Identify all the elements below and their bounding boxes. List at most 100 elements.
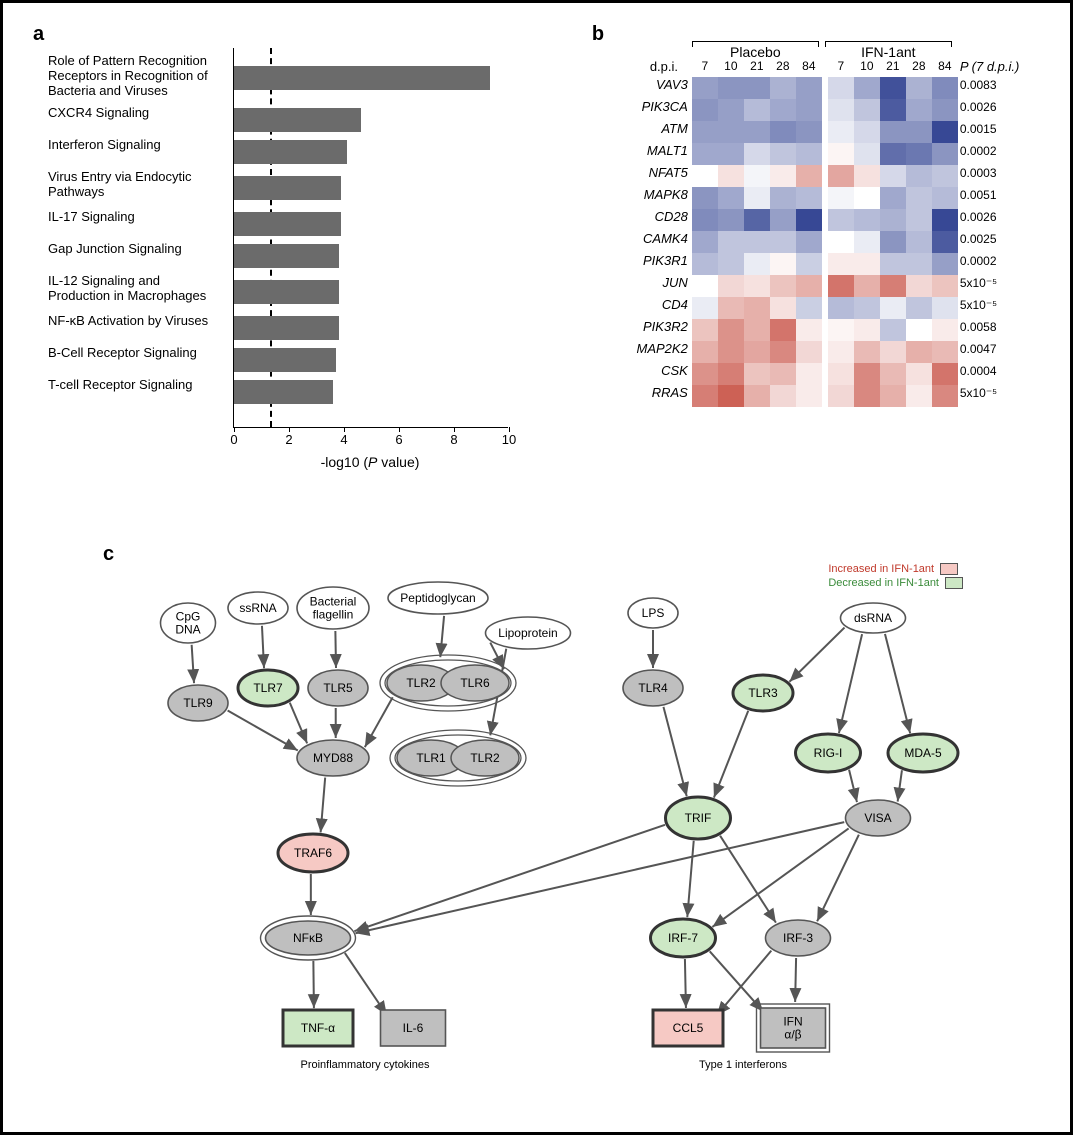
gene-pvalue: 5x10⁻⁵ (960, 298, 997, 312)
heatmap-cell (828, 319, 854, 341)
heatmap-cell (854, 99, 880, 121)
gene-label: PIK3R1 (622, 253, 688, 268)
heatmap-row (692, 99, 958, 121)
heatmap-cell (854, 77, 880, 99)
heatmap-cell (744, 143, 770, 165)
heatmap-cell (770, 143, 796, 165)
heatmap-cell (880, 341, 906, 363)
heatmap-col-header: 7 (828, 59, 854, 73)
heatmap-cell (744, 187, 770, 209)
heatmap-cell (854, 253, 880, 275)
gene-pvalue: 0.0002 (960, 254, 997, 268)
bar-label: CXCR4 Signaling (48, 106, 218, 134)
heatmap-cell (796, 297, 822, 319)
heatmap-col-header: 21 (744, 59, 770, 73)
heatmap-cell (906, 165, 932, 187)
heatmap-row (692, 341, 958, 363)
heatmap-cell (932, 143, 958, 165)
heatmap-cell (796, 99, 822, 121)
heatmap-row (692, 121, 958, 143)
heatmap-cell (906, 99, 932, 121)
heatmap-cell (796, 231, 822, 253)
heatmap-col-header: 7 (692, 59, 718, 73)
heatmap-cell (796, 275, 822, 297)
heatmap-cell (932, 99, 958, 121)
gene-label: VAV3 (622, 77, 688, 92)
heatmap-cell (718, 187, 744, 209)
heatmap-group-labels: Placebo IFN-1ant (692, 41, 952, 60)
heatmap-cell (718, 385, 744, 407)
heatmap-cell (744, 209, 770, 231)
bar-label: Interferon Signaling (48, 138, 218, 166)
bar-label: Role of Pattern Recognition Receptors in… (48, 54, 218, 102)
heatmap-cell (692, 121, 718, 143)
heatmap-cell (796, 209, 822, 231)
top-row: a Role of Pattern Recognition Receptors … (23, 23, 1050, 513)
gene-label: MAPK8 (622, 187, 688, 202)
heatmap-cell (906, 209, 932, 231)
heatmap-cell (932, 209, 958, 231)
gene-label: RRAS (622, 385, 688, 400)
figure-container: a Role of Pattern Recognition Receptors … (3, 3, 1070, 1132)
gene-label: ATM (622, 121, 688, 136)
heatmap-cell (718, 319, 744, 341)
gene-label: JUN (622, 275, 688, 290)
heatmap-cell (718, 231, 744, 253)
heatmap-cell (770, 297, 796, 319)
heatmap-cell (906, 297, 932, 319)
heatmap-cell (828, 187, 854, 209)
bar-label: B-Cell Receptor Signaling (48, 346, 218, 374)
heatmap-cell (932, 363, 958, 385)
heatmap-cell (828, 297, 854, 319)
heatmap-cell (828, 209, 854, 231)
heatmap-cell (880, 385, 906, 407)
bar (234, 212, 341, 236)
gene-pvalue: 0.0058 (960, 320, 997, 334)
dpi-label: d.p.i. (650, 59, 678, 74)
gene-label: CAMK4 (622, 231, 688, 246)
heatmap-cell (692, 143, 718, 165)
heatmap-cell (796, 385, 822, 407)
x-axis-label: -log10 (P value) (321, 454, 420, 470)
heatmap-cell (906, 319, 932, 341)
heatmap-cell (828, 143, 854, 165)
heatmap-cell (906, 77, 932, 99)
panel-c: c Increased in IFN-1ant Decreased in IFN… (23, 543, 1043, 1103)
heatmap-cell (744, 253, 770, 275)
heatmap-cell (770, 121, 796, 143)
heatmap-cell (906, 253, 932, 275)
x-tick: 4 (340, 432, 347, 447)
gene-label: MALT1 (622, 143, 688, 158)
bar-label: T-cell Receptor Signaling (48, 378, 218, 406)
heatmap-cell (906, 121, 932, 143)
heatmap-cell (718, 275, 744, 297)
bar (234, 316, 339, 340)
heatmap-col-header: 28 (770, 59, 796, 73)
heatmap-cell (932, 231, 958, 253)
heatmap-cell (828, 363, 854, 385)
heatmap-cell (744, 77, 770, 99)
bar-chart: Role of Pattern Recognition Receptors in… (58, 48, 518, 478)
gene-pvalue: 0.0047 (960, 342, 997, 356)
heatmap-cell (854, 231, 880, 253)
x-tick: 8 (450, 432, 457, 447)
bar-label: NF-κB Activation by Viruses (48, 314, 218, 342)
heatmap-cell (770, 99, 796, 121)
heatmap-cell (770, 77, 796, 99)
heatmap-cell (718, 253, 744, 275)
heatmap-cell (828, 99, 854, 121)
heatmap-row (692, 275, 958, 297)
heatmap-cell (692, 319, 718, 341)
heatmap-cell (932, 165, 958, 187)
heatmap-cell (880, 99, 906, 121)
heatmap-cell (880, 297, 906, 319)
x-tick: 10 (502, 432, 516, 447)
gene-pvalue: 0.0015 (960, 122, 997, 136)
heatmap-cell (796, 253, 822, 275)
heatmap-cell (744, 297, 770, 319)
heatmap-row (692, 319, 958, 341)
heatmap-cell (796, 77, 822, 99)
bar-label: Virus Entry via Endocytic Pathways (48, 170, 218, 206)
x-tick: 2 (285, 432, 292, 447)
heatmap-cell (692, 165, 718, 187)
